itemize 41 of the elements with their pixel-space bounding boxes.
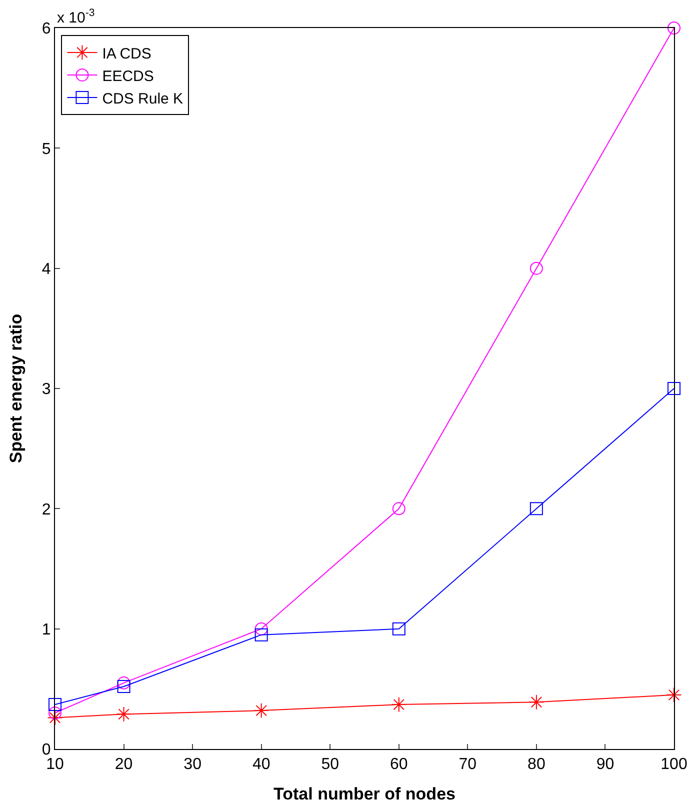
x-tick-label: 50 — [321, 756, 340, 774]
x-tick-label: 30 — [184, 756, 202, 774]
x-tick-label: 90 — [596, 756, 614, 774]
x-tick-label: 80 — [528, 756, 546, 774]
x-axis-title: Total number of nodes — [274, 784, 456, 804]
y-tick-label: 2 — [42, 501, 51, 518]
x-tick-label: 70 — [458, 756, 477, 774]
point — [392, 502, 406, 516]
point — [117, 676, 130, 690]
point — [668, 22, 680, 34]
point — [116, 706, 132, 722]
point — [530, 262, 543, 275]
y-tick-label: 4 — [42, 260, 51, 278]
point — [48, 698, 62, 712]
point — [117, 680, 130, 694]
y-tick-label: 0 — [42, 742, 51, 759]
y-tick-label: 6 — [42, 20, 51, 38]
point — [254, 628, 268, 642]
y-tick-label: 5 — [42, 140, 51, 158]
point — [254, 702, 270, 718]
y-tick-label: 1 — [42, 621, 51, 638]
point — [47, 710, 63, 726]
point — [668, 382, 680, 395]
x-tick-label: 20 — [114, 756, 133, 774]
x-tick-label: 100 — [660, 756, 688, 774]
x-tick-label: 10 — [46, 756, 64, 774]
x-tick-label: 60 — [390, 756, 408, 774]
point — [48, 706, 62, 720]
text: x 10$^{-3}$ — [57, 7, 95, 26]
y-tick-label: 3 — [42, 381, 51, 398]
x-tick-label: 40 — [252, 756, 270, 774]
point — [254, 622, 268, 636]
legend-label: CDS Rule K — [102, 90, 184, 108]
point — [391, 696, 407, 712]
point — [530, 502, 543, 516]
legend-label: IA CDS — [102, 45, 152, 62]
point — [528, 694, 544, 710]
point — [392, 622, 406, 636]
point — [666, 687, 682, 703]
legend-label: EECDS — [102, 68, 154, 85]
y-axis-title: Spent energy ratio — [6, 314, 26, 464]
